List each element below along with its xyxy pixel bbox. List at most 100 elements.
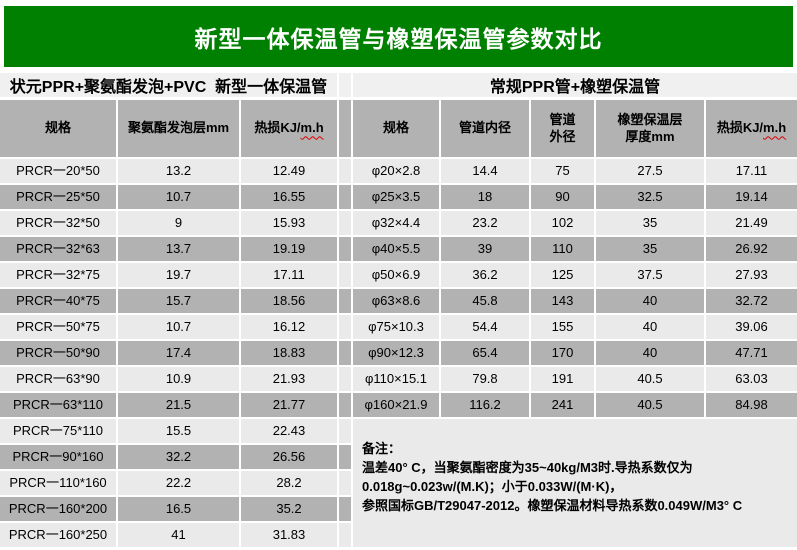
table-header-cell: 规格 [0,100,116,157]
table-cell: 35 [596,211,704,235]
table-header-cell: 聚氨酯发泡层mm [118,100,239,157]
table-header-cell: 热损KJ/m.h [706,100,797,157]
table-cell: 41 [118,523,239,547]
spacer-cell [339,315,351,339]
table-cell: 27.5 [596,159,704,183]
spacer-cell [339,523,351,547]
table-cell: 26.92 [706,237,797,261]
table-cell: PRCR一90*160 [0,445,116,469]
right-section-title: 常规PPR管+橡塑保温管 [353,73,797,97]
table-cell: 23.2 [441,211,529,235]
spacer-cell [339,471,351,495]
table-cell: 16.5 [118,497,239,521]
comparison-grid: 规格 聚氨酯发泡层mm 热损KJ/m.h 规格 管道内径 管道 外径 橡塑保温层 厚度mm 热… [0,100,797,547]
spacer-cell [339,159,351,183]
table-cell: 10.7 [118,315,239,339]
table-cell: 27.93 [706,263,797,287]
spacer-cell [339,445,351,469]
table-cell: 39.06 [706,315,797,339]
table-cell: 32.2 [118,445,239,469]
spacer-cell [339,211,351,235]
table-cell: φ90×12.3 [353,341,439,365]
table-cell: 22.2 [118,471,239,495]
spacer-cell [339,367,351,391]
table-cell: PRCR一63*110 [0,393,116,417]
table-cell: 116.2 [441,393,529,417]
table-cell: φ20×2.8 [353,159,439,183]
table-cell: 16.55 [241,185,337,209]
table-cell: 84.98 [706,393,797,417]
table-cell: φ63×8.6 [353,289,439,313]
spacer-cell [339,100,351,157]
table-header-cell: 热损KJ/m.h [241,100,337,157]
table-cell: φ25×3.5 [353,185,439,209]
table-cell: 17.4 [118,341,239,365]
table-cell: 18.56 [241,289,337,313]
table-cell: 40.5 [596,393,704,417]
section-spacer [339,73,351,97]
table-header-cell: 管道内径 [441,100,529,157]
table-cell: 10.9 [118,367,239,391]
table-cell: PRCR一63*90 [0,367,116,391]
title-banner: 新型一体保温管与橡塑保温管参数对比 [4,6,793,67]
table-cell: 17.11 [706,159,797,183]
table-cell: 19.19 [241,237,337,261]
table-cell: 15.7 [118,289,239,313]
table-cell: PRCR一20*50 [0,159,116,183]
table-cell: 54.4 [441,315,529,339]
table-cell: φ32×4.4 [353,211,439,235]
table-cell: 90 [531,185,594,209]
table-cell: 12.49 [241,159,337,183]
table-cell: 17.11 [241,263,337,287]
table-cell: 21.49 [706,211,797,235]
section-header-row: 状元PPR+聚氨酯发泡+PVC 新型一体保温管 常规PPR管+橡塑保温管 [0,73,797,97]
table-cell: PRCR一50*75 [0,315,116,339]
table-cell: 35 [596,237,704,261]
table-cell: 32.5 [596,185,704,209]
spacer-cell [339,289,351,313]
table-cell: PRCR一160*250 [0,523,116,547]
table-cell: PRCR一25*50 [0,185,116,209]
table-cell: 9 [118,211,239,235]
table-cell: 32.72 [706,289,797,313]
table-cell: 45.8 [441,289,529,313]
table-cell: PRCR一50*90 [0,341,116,365]
table-cell: 21.93 [241,367,337,391]
spellcheck-squiggle: m.h [763,120,787,136]
table-cell: 21.5 [118,393,239,417]
table-cell: 241 [531,393,594,417]
table-cell: 65.4 [441,341,529,365]
table-cell: 22.43 [241,419,337,443]
table-cell: 15.5 [118,419,239,443]
remarks-line: 温差40° C，当聚氨酯密度为35~40kg/M3时.导热系数仅为 [362,460,693,475]
table-cell: φ110×15.1 [353,367,439,391]
table-cell: PRCR一32*50 [0,211,116,235]
table-cell: 39 [441,237,529,261]
table-cell: 102 [531,211,594,235]
page-title: 新型一体保温管与橡塑保温管参数对比 [194,25,603,52]
table-cell: 16.12 [241,315,337,339]
spacer-cell [339,263,351,287]
table-cell: 14.4 [441,159,529,183]
spacer-cell [339,237,351,261]
remarks-line: 0.018g~0.023w/(M.K)；小于0.033W/(M·K)， [362,479,623,494]
table-cell: PRCR一75*110 [0,419,116,443]
table-cell: 40 [596,315,704,339]
remarks-label: 备注： [362,441,402,456]
table-cell: 47.71 [706,341,797,365]
table-cell: 15.93 [241,211,337,235]
table-cell: 18.83 [241,341,337,365]
table-cell: 170 [531,341,594,365]
table-header-cell: 管道 外径 [531,100,594,157]
table-cell: PRCR一32*63 [0,237,116,261]
table-cell: φ50×6.9 [353,263,439,287]
remarks-note: 备注： 温差40° C，当聚氨酯密度为35~40kg/M3时.导热系数仅为 0.01… [353,419,797,547]
table-cell: 13.7 [118,237,239,261]
spacer-cell [339,419,351,443]
table-cell: 155 [531,315,594,339]
table-cell: PRCR一32*75 [0,263,116,287]
table-cell: 10.7 [118,185,239,209]
table-cell: φ40×5.5 [353,237,439,261]
left-section-title: 状元PPR+聚氨酯发泡+PVC 新型一体保温管 [0,73,337,97]
